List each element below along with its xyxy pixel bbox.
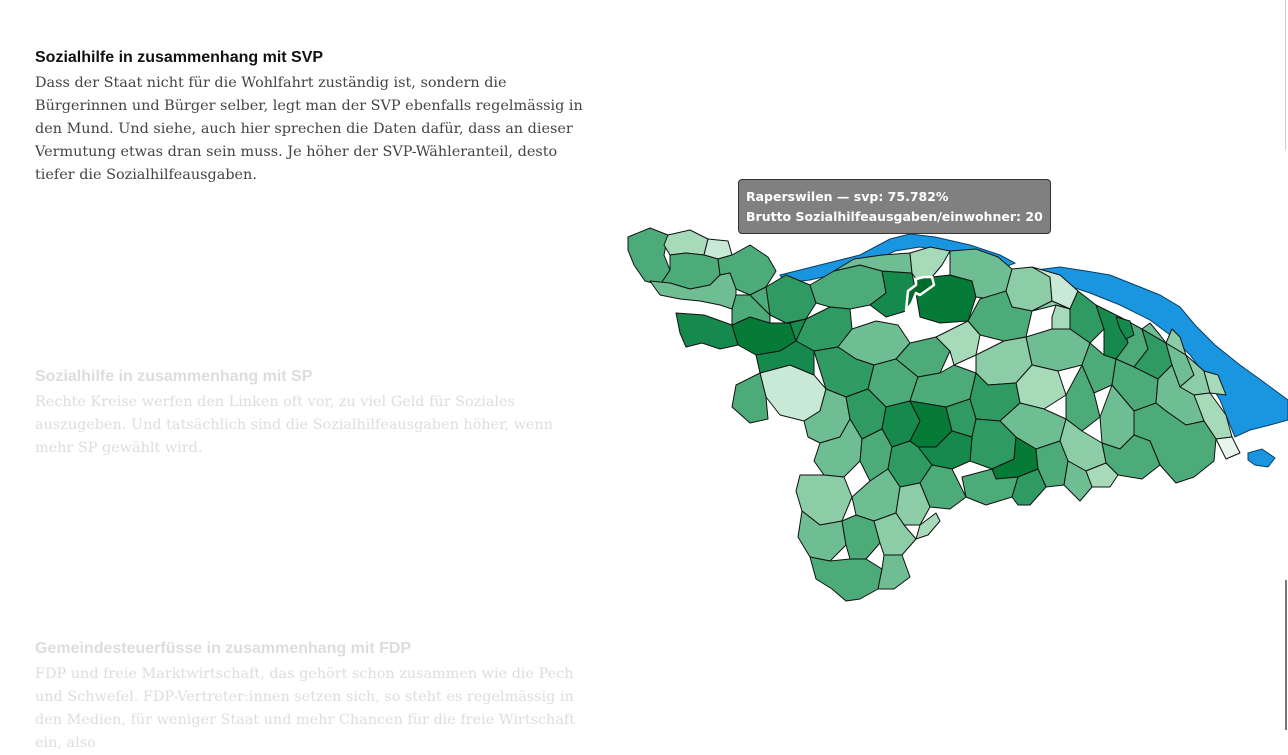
lake-rhine: [1247, 448, 1276, 468]
story-step-sp: Sozialhilfe in zusammenhang mit SP Recht…: [35, 367, 595, 460]
step-text: Dass der Staat nicht für die Wohlfahrt z…: [35, 75, 583, 183]
municipality-region[interactable]: [797, 510, 847, 562]
step-text: Rechte Kreise werfen den Linken oft vor,…: [35, 394, 553, 456]
municipality-region[interactable]: [809, 556, 883, 602]
municipality-region[interactable]: [1165, 328, 1187, 356]
map-tooltip: Raperswilen — svp: 75.782% Brutto Sozial…: [738, 179, 1051, 234]
municipality-region[interactable]: [627, 227, 671, 286]
step-text: FDP und freie Marktwirtschaft, das gehör…: [35, 666, 575, 751]
step-title: Sozialhilfe in zusammenhang mit SVP: [35, 49, 324, 66]
municipality-region[interactable]: [663, 229, 709, 256]
municipality-region[interactable]: [1115, 316, 1135, 340]
tooltip-line-sozialhilfe: Brutto Sozialhilfeausgaben/einwohner: 20: [746, 209, 1043, 224]
municipality-region[interactable]: [1063, 460, 1093, 502]
municipality-region[interactable]: [1031, 300, 1071, 312]
municipality-region[interactable]: [649, 272, 737, 310]
step-title: Gemeindesteuerfüsse in zusammenhang mit …: [35, 640, 412, 657]
page-scrollbar[interactable]: [1282, 0, 1288, 730]
municipality-region[interactable]: [759, 364, 827, 422]
municipality-region[interactable]: [1141, 322, 1167, 344]
scrollbar-thumb[interactable]: [1285, 580, 1287, 730]
tooltip-line-svp: Raperswilen — svp: 75.782%: [746, 189, 949, 204]
municipality-region[interactable]: [749, 286, 771, 316]
municipality-region[interactable]: [909, 246, 951, 280]
story-step-svp: Sozialhilfe in zusammenhang mit SVP Dass…: [35, 48, 595, 187]
choropleth-map[interactable]: [620, 225, 1288, 610]
municipality-raperswilen[interactable]: [904, 275, 936, 313]
municipality-region[interactable]: [851, 468, 901, 522]
municipality-region[interactable]: [1215, 436, 1241, 460]
map-svg[interactable]: [620, 225, 1288, 610]
municipality-region[interactable]: [1203, 370, 1227, 396]
municipality-region[interactable]: [869, 270, 917, 318]
step-title: Sozialhilfe in zusammenhang mit SP: [35, 368, 313, 385]
municipality-region[interactable]: [789, 318, 807, 342]
story-step-fdp: Gemeindesteuerfüsse in zusammenhang mit …: [35, 639, 595, 755]
municipality-region[interactable]: [877, 554, 911, 590]
municipality-region[interactable]: [755, 340, 815, 376]
municipality-region[interactable]: [675, 312, 739, 350]
municipality-region[interactable]: [915, 512, 941, 540]
scrollbar-track: [1285, 0, 1286, 150]
municipality-region[interactable]: [1011, 468, 1047, 506]
